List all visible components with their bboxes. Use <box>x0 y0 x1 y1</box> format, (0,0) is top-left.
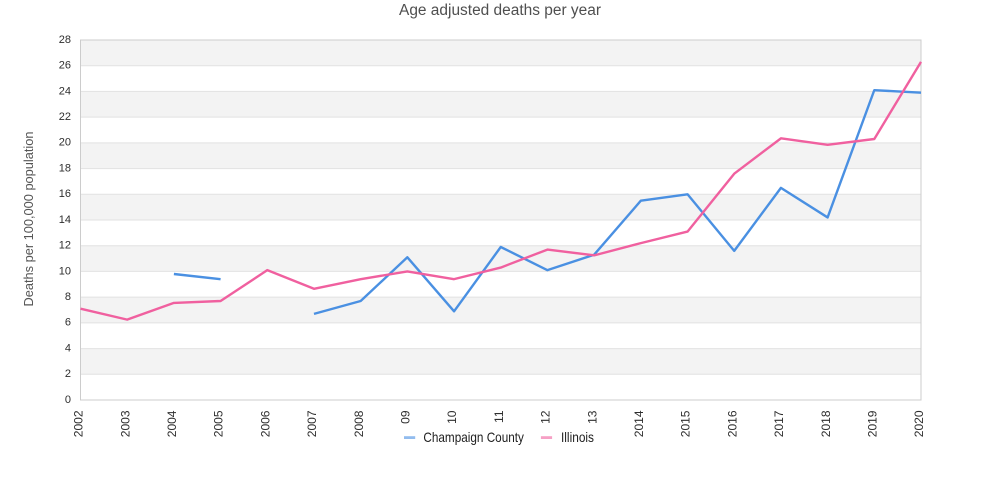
svg-text:6: 6 <box>65 317 71 329</box>
svg-text:8: 8 <box>65 291 71 303</box>
svg-text:2020: 2020 <box>912 410 926 437</box>
svg-text:2007: 2007 <box>305 410 319 437</box>
svg-text:22: 22 <box>59 111 71 123</box>
svg-text:2005: 2005 <box>212 410 226 437</box>
svg-text:10: 10 <box>445 410 459 424</box>
svg-text:2004: 2004 <box>165 410 179 437</box>
svg-text:24: 24 <box>59 85 71 97</box>
svg-text:2008: 2008 <box>352 410 366 437</box>
svg-text:2017: 2017 <box>772 410 786 437</box>
svg-text:Age adjusted deaths per year: Age adjusted deaths per year <box>399 2 601 19</box>
svg-text:18: 18 <box>59 162 71 174</box>
svg-text:10: 10 <box>59 265 71 277</box>
svg-text:2018: 2018 <box>819 410 833 437</box>
svg-text:26: 26 <box>59 60 71 72</box>
svg-text:2003: 2003 <box>118 410 132 437</box>
svg-text:16: 16 <box>59 188 71 200</box>
svg-text:4: 4 <box>65 342 71 354</box>
svg-text:28: 28 <box>59 34 71 46</box>
svg-text:Champaign County: Champaign County <box>423 429 524 445</box>
svg-text:0: 0 <box>65 394 71 406</box>
svg-text:12: 12 <box>539 410 553 424</box>
svg-text:2019: 2019 <box>865 410 879 437</box>
svg-text:13: 13 <box>585 410 599 424</box>
svg-text:2002: 2002 <box>72 410 86 437</box>
svg-text:20: 20 <box>59 137 71 149</box>
svg-text:14: 14 <box>59 214 71 226</box>
svg-text:2014: 2014 <box>632 410 646 437</box>
svg-text:2016: 2016 <box>725 410 739 437</box>
svg-text:Deaths per 100,000 population: Deaths per 100,000 population <box>22 131 36 306</box>
svg-text:2015: 2015 <box>679 410 693 437</box>
svg-text:2: 2 <box>65 368 71 380</box>
svg-text:12: 12 <box>59 240 71 252</box>
svg-text:09: 09 <box>399 410 413 424</box>
svg-text:11: 11 <box>492 410 506 423</box>
svg-text:Illinois: Illinois <box>561 429 594 445</box>
svg-text:2006: 2006 <box>258 410 272 437</box>
